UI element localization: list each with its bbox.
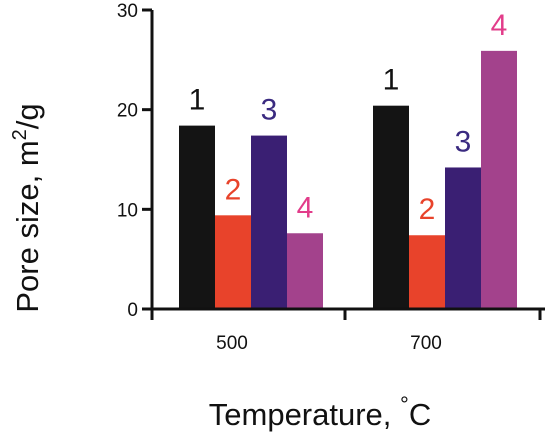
bar-1-700: [373, 105, 409, 310]
bar-number-label-3-500: 3: [261, 94, 278, 127]
bar-3-700: [445, 167, 481, 309]
bar-number-label-4-500: 4: [297, 191, 314, 224]
bar-3-500: [251, 135, 287, 309]
bar-number-label-1-700: 1: [383, 64, 400, 97]
x-axis-title: Temperature, °C: [209, 392, 431, 432]
y-tick-label: 20: [117, 101, 138, 122]
bar-number-label-2-700: 2: [419, 193, 436, 226]
bar-4-700: [481, 50, 517, 309]
axes-layer: [150, 10, 545, 311]
y-axis-title-tail: /g: [10, 103, 45, 129]
y-tick-label: 0: [127, 300, 138, 321]
bar-1-500: [179, 125, 215, 309]
y-axis-title: Pore size, m2/g: [9, 103, 45, 312]
bar-number-label-1-500: 1: [189, 84, 206, 117]
bar-labels-layer: 1 2 3 4 1 2 3 4: [189, 9, 508, 226]
ticks-layer: 0 10 20 30 500 700: [117, 1, 542, 354]
bar-4-500: [287, 233, 323, 309]
x-axis-title-tail: C: [409, 397, 431, 432]
bar-number-label-4-700: 4: [491, 9, 508, 42]
bar-2-700: [409, 235, 445, 309]
bar-number-label-2-500: 2: [225, 173, 242, 206]
x-tick-label-700: 700: [410, 333, 442, 354]
bars-layer: [179, 50, 517, 310]
y-tick-label: 10: [117, 200, 138, 221]
x-axis-title-main: Temperature,: [209, 397, 400, 432]
y-tick-label: 30: [117, 1, 138, 22]
bar-number-label-3-700: 3: [455, 125, 472, 158]
x-tick-label-500: 500: [216, 333, 248, 354]
y-axis-title-superscript: 2: [9, 129, 31, 140]
y-axis-title-main: Pore size, m: [10, 140, 45, 312]
bar-2-500: [215, 215, 251, 309]
x-axis-title-superscript: °: [400, 392, 409, 417]
